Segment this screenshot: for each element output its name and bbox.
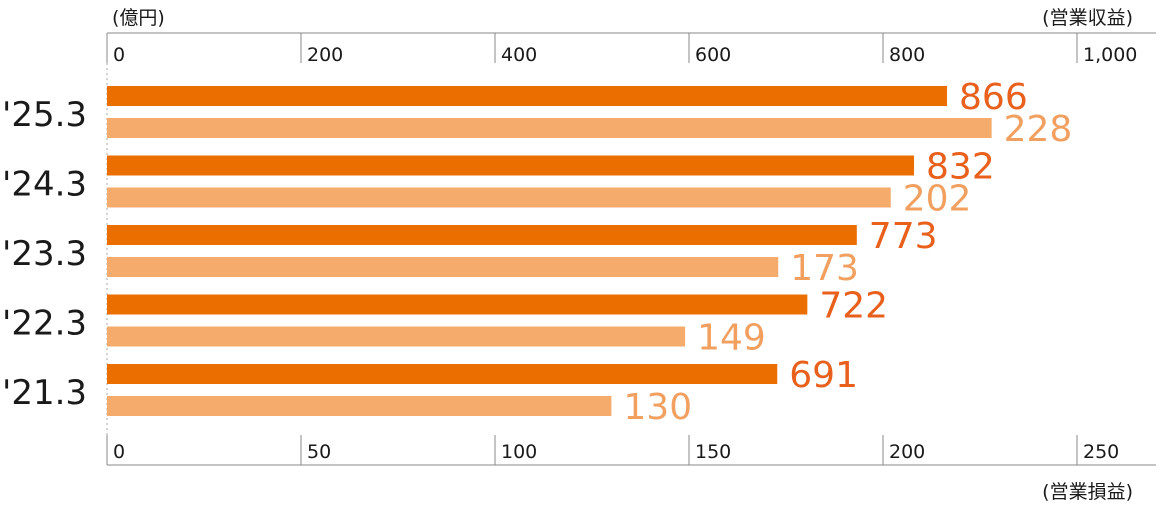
- top-axis-ticks: 0 200 400 600 800 1,000: [106, 33, 1137, 66]
- top-tick-label: 1,000: [1083, 44, 1137, 66]
- revenue-value-label: 866: [959, 77, 1028, 118]
- category-label: '24.3: [2, 165, 87, 205]
- top-tick-label: 800: [889, 44, 925, 66]
- profit-value-label: 228: [1004, 109, 1073, 150]
- revenue-bar: [107, 86, 948, 106]
- top-tick-label: 0: [113, 44, 125, 66]
- bottom-tick-label: 50: [307, 441, 331, 463]
- category-label: '22.3: [2, 304, 87, 344]
- revenue-bar: [107, 225, 857, 245]
- revenue-value-label: 773: [869, 216, 938, 257]
- top-tick-label: 600: [695, 44, 731, 66]
- revenue-bar: [107, 155, 915, 176]
- profit-bar: [107, 326, 686, 347]
- bottom-tick-label: 200: [889, 441, 925, 463]
- category-label: '23.3: [2, 234, 87, 274]
- profit-value-label: 202: [903, 179, 972, 220]
- revenue-bar: [107, 294, 808, 315]
- revenue-value-label: 832: [926, 147, 995, 188]
- profit-bar: [107, 257, 779, 277]
- profit-value-label: 173: [790, 248, 859, 289]
- unit-label: (億円): [112, 7, 165, 29]
- profit-bar: [107, 396, 612, 416]
- bars: [107, 86, 992, 416]
- category-label: '21.3: [2, 373, 87, 413]
- top-tick-label: 400: [501, 44, 537, 66]
- top-axis-title: (営業収益): [1042, 7, 1133, 29]
- category-label: '25.3: [2, 95, 87, 135]
- profit-value-label: 149: [697, 318, 766, 359]
- bottom-axis-title: (営業損益): [1042, 481, 1133, 503]
- bottom-tick-label: 150: [695, 441, 731, 463]
- bottom-axis-ticks: 0 50 100 150 200 250: [106, 435, 1119, 465]
- bottom-tick-label: 250: [1083, 441, 1119, 463]
- category-labels: '25.3 '24.3 '23.3 '22.3 '21.3: [2, 95, 87, 413]
- profit-bar: [107, 118, 992, 138]
- revenue-value-label: 691: [789, 355, 858, 396]
- bottom-tick-label: 100: [501, 441, 537, 463]
- profit-value-label: 130: [623, 387, 692, 428]
- profit-bar: [107, 187, 891, 208]
- top-tick-label: 200: [307, 44, 343, 66]
- bottom-tick-label: 0: [113, 441, 125, 463]
- revenue-value-label: 722: [819, 286, 888, 327]
- revenue-bar: [107, 364, 778, 384]
